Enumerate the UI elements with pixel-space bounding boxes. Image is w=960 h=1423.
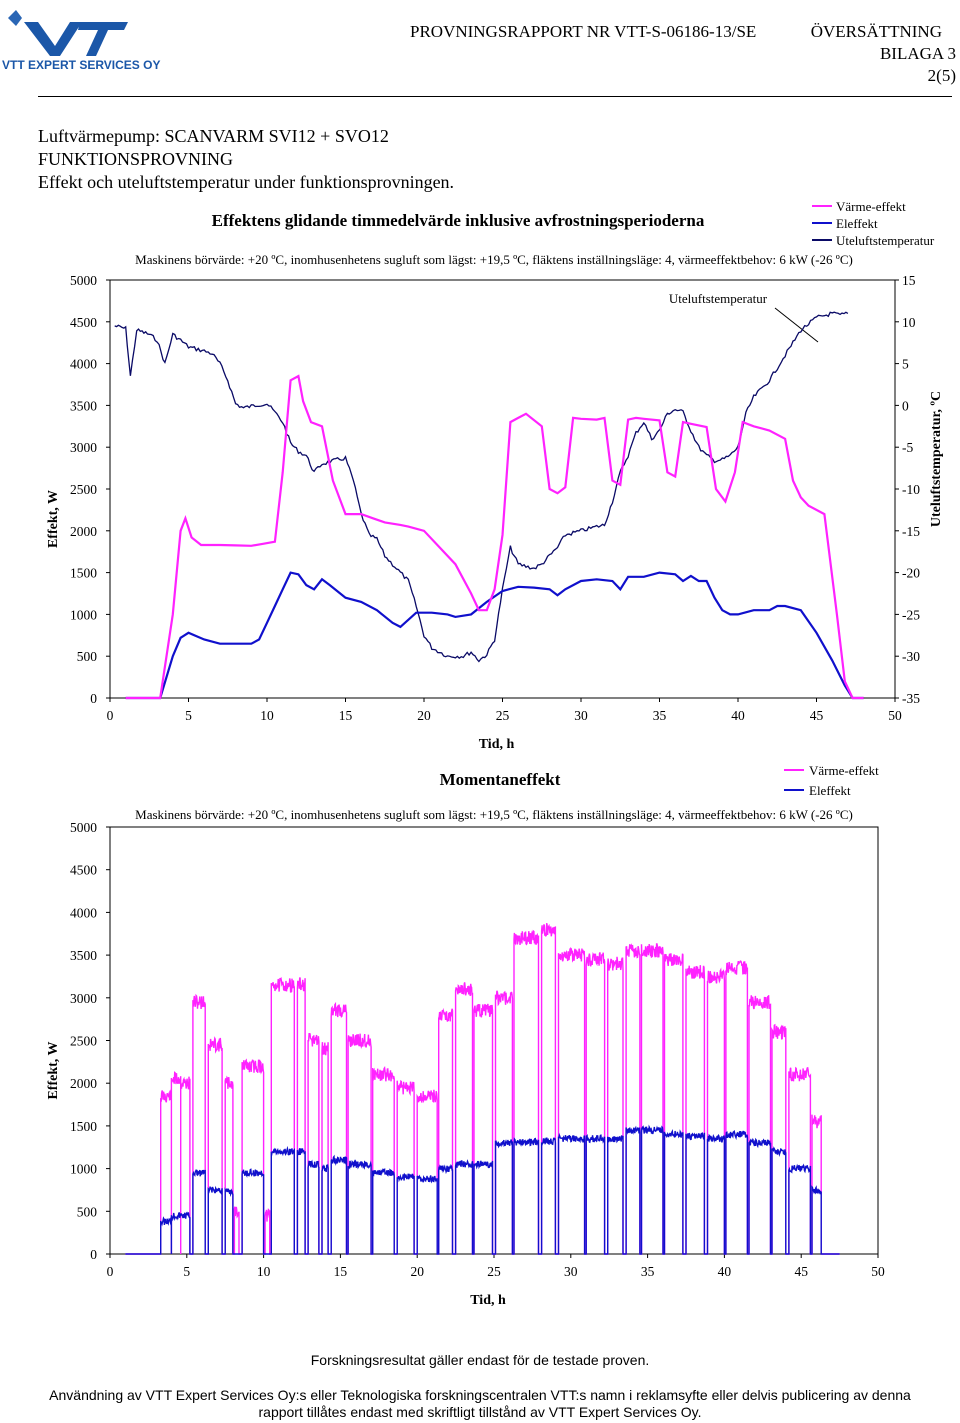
header-divider [38, 96, 952, 97]
y2-tick-label: 5 [902, 357, 909, 372]
intro-test: FUNKTIONSPROVNING [38, 149, 234, 169]
plot-frame [109, 279, 896, 699]
vtt-logo: VTT EXPERT SERVICES OY [0, 0, 175, 75]
footer-usage-1: Användning av VTT Expert Services Oy:s e… [49, 1387, 911, 1403]
appendix-label: BILAGA 3 [879, 44, 956, 63]
legend-label: Värme-effekt [836, 199, 906, 214]
intro-product: Luftvärmepump: SCANVARM SVI12 + SVO12 [38, 126, 389, 146]
x-tick-label: 40 [718, 1264, 732, 1279]
y2-tick-label: -20 [902, 566, 920, 581]
chart-title: Momentaneffekt [440, 770, 561, 789]
y-tick-label: 4500 [70, 863, 97, 878]
x-tick-label: 5 [183, 1264, 190, 1279]
y-tick-label: 2500 [70, 1034, 97, 1049]
y-tick-label: 500 [77, 1204, 98, 1219]
y-tick-label: 1500 [70, 566, 97, 581]
series-eleffekt [125, 571, 864, 700]
legend-label: Eleffekt [809, 783, 851, 798]
footer-usage-2: rapport tillåtes endast med skriftligt t… [258, 1404, 702, 1420]
series-varme-effekt [125, 923, 840, 1255]
y-tick-label: 4500 [70, 315, 97, 330]
x-tick-label: 35 [641, 1264, 655, 1279]
y-axis-label: Effekt, W [46, 490, 61, 548]
x-tick-label: 20 [410, 1264, 424, 1279]
y-tick-label: 3500 [70, 398, 97, 413]
y-tick-label: 3500 [70, 948, 97, 963]
y-tick-label: 1000 [70, 607, 97, 622]
y-tick-label: 3000 [70, 991, 97, 1006]
y2-tick-label: -15 [902, 524, 920, 539]
x-tick-label: 45 [794, 1264, 808, 1279]
y2-tick-label: -25 [902, 607, 920, 622]
y2-tick-label: -5 [902, 440, 913, 455]
x-tick-label: 15 [334, 1264, 348, 1279]
y-axis-label: Effekt, W [46, 1041, 61, 1099]
y-tick-label: 0 [90, 691, 97, 706]
translation-label: ÖVERSÄTTNING [810, 22, 942, 41]
report-number: PROVNINGSRAPPORT NR VTT-S-06186-13/SE [410, 22, 757, 41]
y-tick-label: 4000 [70, 905, 97, 920]
y2-tick-label: -35 [902, 691, 920, 706]
temperature-annotation: Uteluftstemperatur [669, 291, 768, 306]
x-tick-label: 0 [107, 708, 114, 723]
x-tick-label: 40 [731, 708, 745, 723]
y-tick-label: 2500 [70, 482, 97, 497]
y-tick-label: 1500 [70, 1119, 97, 1134]
x-tick-label: 45 [810, 708, 824, 723]
y2-tick-label: -30 [902, 649, 920, 664]
y-tick-label: 1000 [70, 1162, 97, 1177]
x-axis-label: Tid, h [479, 737, 515, 750]
x-tick-label: 0 [107, 1264, 114, 1279]
legend-label: Värme-effekt [809, 763, 879, 778]
series-varme-effekt [125, 374, 864, 700]
x-tick-label: 20 [417, 708, 431, 723]
logo-text: VTT EXPERT SERVICES OY [2, 58, 161, 72]
x-tick-label: 30 [574, 708, 588, 723]
x-tick-label: 50 [888, 708, 902, 723]
x-tick-label: 35 [653, 708, 667, 723]
vtt-logo-mark [8, 10, 128, 56]
x-tick-label: 30 [564, 1264, 578, 1279]
x-tick-label: 10 [257, 1264, 271, 1279]
y-tick-label: 2000 [70, 524, 97, 539]
y-tick-label: 0 [90, 1247, 97, 1262]
y2-tick-label: 10 [902, 315, 916, 330]
x-tick-label: 50 [871, 1264, 885, 1279]
page-number: 2(5) [927, 66, 956, 85]
y-tick-label: 5000 [70, 273, 97, 288]
x-tick-label: 25 [496, 708, 510, 723]
chart-instantaneous-power: 0 5 10 15 20 25 30 35 40 45 5005001000150020002500… [46, 763, 885, 1308]
x-tick-label: 25 [487, 1264, 501, 1279]
legend-label: Uteluftstemperatur [836, 233, 935, 248]
annotation-leader [774, 307, 819, 343]
y2-tick-label: -10 [902, 482, 920, 497]
intro-block: Luftvärmepump: SCANVARM SVI12 + SVO12 FU… [38, 125, 454, 194]
y-tick-label: 5000 [70, 820, 97, 835]
y-tick-label: 2000 [70, 1076, 97, 1091]
y2-tick-label: 0 [902, 398, 909, 413]
chart-hourly-average: 0 5 10 15 20 25 30 35 40 45 5005001000150020002500… [46, 199, 944, 750]
x-tick-label: 15 [339, 708, 353, 723]
intro-description: Effekt och uteluftstemperatur under funk… [38, 172, 455, 192]
x-axis-label: Tid, h [470, 1293, 506, 1308]
series-uteluftstemperatur [114, 311, 849, 663]
y-tick-label: 3000 [70, 440, 97, 455]
footer-disclaimer: Forskningsresultat gäller endast för de … [310, 1352, 650, 1368]
x-tick-label: 5 [185, 708, 192, 723]
y2-tick-label: 15 [902, 273, 916, 288]
y-tick-label: 500 [77, 649, 98, 664]
chart-subtitle: Maskinens börvärde: +20 ºC, inomhusenhet… [135, 252, 853, 267]
x-tick-label: 10 [260, 708, 274, 723]
series-eleffekt [125, 1124, 840, 1255]
y2-axis-label: Uteluftstemperatur, ºC [929, 391, 944, 527]
chart-title: Effektens glidande timmedelvärde inklusi… [212, 211, 705, 230]
legend-label: Eleffekt [836, 216, 878, 231]
chart-subtitle: Maskinens börvärde: +20 ºC, inomhusenhet… [135, 807, 853, 822]
y-tick-label: 4000 [70, 357, 97, 372]
